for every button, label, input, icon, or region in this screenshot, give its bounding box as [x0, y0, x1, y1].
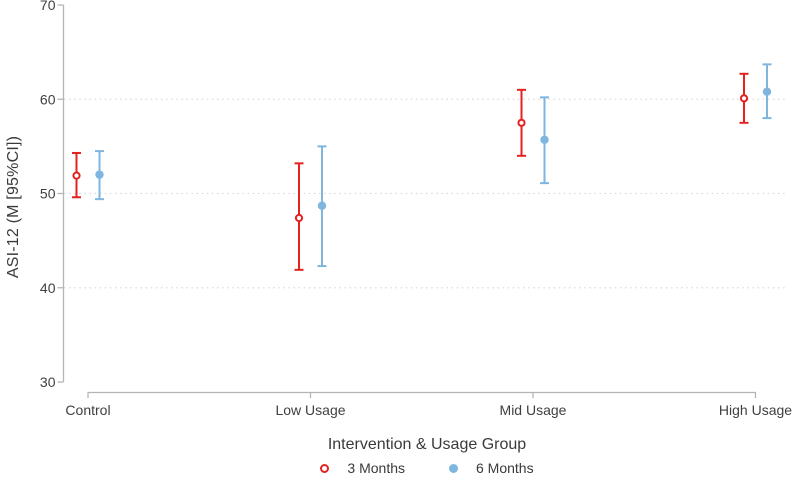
point-marker-open — [72, 171, 81, 180]
filled-circle-marker-icon — [449, 463, 458, 473]
legend-item-6-months: 6 Months — [449, 460, 534, 476]
x-tick-label-1: Low Usage — [275, 402, 345, 418]
legend: 3 Months 6 Months — [64, 460, 790, 476]
x-tick-label-2: Mid Usage — [500, 402, 567, 418]
y-tick-label-50: 50 — [40, 186, 56, 202]
y-tick-label-30: 30 — [40, 374, 56, 390]
point-marker-filled — [762, 87, 772, 96]
legend-item-3-months: 3 Months — [320, 460, 405, 476]
point-marker-filled — [540, 135, 549, 144]
legend-label-3-months: 3 Months — [347, 460, 405, 476]
x-axis-title: Intervention & Usage Group — [327, 436, 527, 453]
y-tick-label-40: 40 — [40, 280, 56, 296]
point-marker-filled — [95, 170, 104, 179]
legend-label-6-months: 6 Months — [476, 460, 534, 476]
x-tick-label-3: High Usage — [719, 402, 792, 418]
x-tick-label-0: Control — [65, 402, 110, 418]
point-marker-filled — [317, 201, 327, 210]
y-tick-label-70: 70 — [40, 0, 56, 13]
point-marker-open — [294, 213, 304, 223]
point-marker-open — [739, 94, 749, 103]
open-circle-marker-icon — [320, 463, 330, 473]
point-marker-open — [517, 118, 526, 127]
y-tick-label-60: 60 — [40, 91, 56, 107]
